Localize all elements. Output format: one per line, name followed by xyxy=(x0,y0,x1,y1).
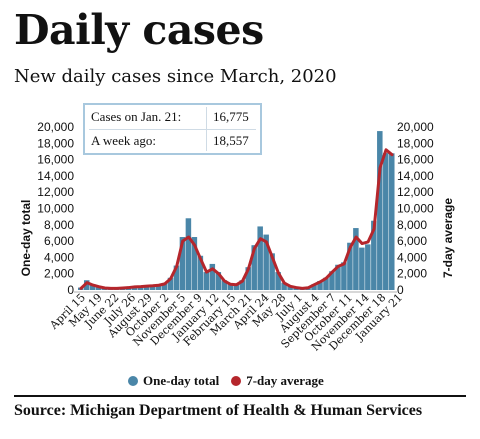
y-tick-label-right: 12,000 xyxy=(397,185,434,199)
bar xyxy=(173,265,180,290)
y-tick-label-right: 10,000 xyxy=(397,202,434,216)
y-axis-right-label: 7-day average xyxy=(441,198,455,278)
bar xyxy=(155,285,162,290)
bar xyxy=(281,282,287,290)
y-tick-label-right: 20,000 xyxy=(397,120,434,134)
chart-title: Daily cases xyxy=(14,6,264,54)
bar xyxy=(377,131,383,290)
info-divider xyxy=(89,129,256,130)
bar xyxy=(353,228,359,290)
bar xyxy=(347,242,353,290)
legend-label: 7-day average xyxy=(246,373,324,388)
legend-swatch xyxy=(128,376,138,386)
bar xyxy=(335,264,341,290)
bar xyxy=(161,283,168,290)
y-tick-label-left: 8,000 xyxy=(44,218,74,232)
bar xyxy=(383,153,389,290)
bar xyxy=(143,285,150,290)
y-tick-label-left: 18,000 xyxy=(37,136,74,150)
legend-swatch xyxy=(231,376,242,386)
bar xyxy=(95,286,102,290)
y-tick-label-right: 4,000 xyxy=(397,250,427,264)
info-row-week-ago: A week ago: 18,557 xyxy=(85,129,260,153)
y-tick-label-right: 14,000 xyxy=(397,169,434,183)
bar xyxy=(209,263,216,290)
bar xyxy=(149,285,156,290)
info-label: A week ago: xyxy=(91,133,156,148)
y-tick-label-right: 18,000 xyxy=(397,136,434,150)
info-row-today: Cases on Jan. 21: 16,775 xyxy=(85,105,260,129)
footer-divider xyxy=(14,395,466,397)
bar xyxy=(341,262,347,290)
bar xyxy=(275,272,281,290)
series-line-7-day-average xyxy=(79,148,394,290)
y-tick-label-right: 8,000 xyxy=(397,218,427,232)
legend-item-7-day-average: 7-day average xyxy=(231,373,324,389)
y-tick-label-left: 4,000 xyxy=(44,250,74,264)
legend-item-one-day-total: One-day total xyxy=(128,373,219,389)
info-label: Cases on Jan. 21: xyxy=(91,109,182,124)
bar xyxy=(197,255,204,290)
y-tick-label-right: 2,000 xyxy=(397,267,427,281)
info-box: Cases on Jan. 21: 16,775 A week ago: 18,… xyxy=(83,103,262,155)
y-axis-right-ticks: 0 2,000 4,000 6,000 8,000 10,000 12,000 14,000 1… xyxy=(397,120,434,297)
bar xyxy=(245,267,251,290)
y-axis-left-label: One-day total xyxy=(19,200,33,277)
y-tick-label-left: 20,000 xyxy=(37,120,74,134)
y-tick-label-left: 6,000 xyxy=(44,234,74,248)
bar xyxy=(221,280,228,290)
bar xyxy=(203,272,210,290)
bar xyxy=(311,284,317,290)
bar xyxy=(185,218,192,290)
bar xyxy=(137,286,144,290)
info-value: 16,775 xyxy=(213,109,249,124)
bar xyxy=(257,226,263,290)
bar xyxy=(227,283,234,290)
bar xyxy=(287,285,293,290)
bar xyxy=(179,237,186,290)
bar xyxy=(83,280,90,290)
legend-label: One-day total xyxy=(143,373,220,388)
bar xyxy=(215,272,222,290)
bar xyxy=(323,277,329,290)
y-tick-label-left: 12,000 xyxy=(37,185,74,199)
bar xyxy=(233,284,240,290)
y-tick-label-left: 10,000 xyxy=(37,202,74,216)
y-tick-label-left: 2,000 xyxy=(44,267,74,281)
y-tick-label-left: 16,000 xyxy=(37,153,74,167)
bar xyxy=(269,253,275,290)
bar xyxy=(89,284,96,290)
bar xyxy=(263,234,269,290)
y-tick-label-right: 6,000 xyxy=(397,234,427,248)
bar xyxy=(389,153,395,290)
y-tick-label-right: 16,000 xyxy=(397,153,434,167)
y-axis-left-ticks: 0 2,000 4,000 6,000 8,000 10,000 12,000 14,000 1… xyxy=(37,120,74,297)
bar xyxy=(239,280,245,290)
bar xyxy=(365,244,371,290)
y-tick-label-left: 14,000 xyxy=(37,169,74,183)
bar xyxy=(317,281,323,290)
bar xyxy=(191,237,198,290)
y-tick-label-left: 0 xyxy=(67,283,74,297)
bar xyxy=(329,271,335,290)
bar xyxy=(167,277,174,290)
legend: One-day total 7-day average xyxy=(128,373,336,389)
info-value: 18,557 xyxy=(213,133,249,148)
bar xyxy=(359,247,365,290)
source-note: Source: Michigan Department of Health & … xyxy=(14,402,423,419)
y-tick-label-right: 0 xyxy=(397,283,404,297)
bar xyxy=(371,220,377,290)
bar xyxy=(251,245,257,290)
chart-subtitle: New daily cases since March, 2020 xyxy=(14,66,337,87)
